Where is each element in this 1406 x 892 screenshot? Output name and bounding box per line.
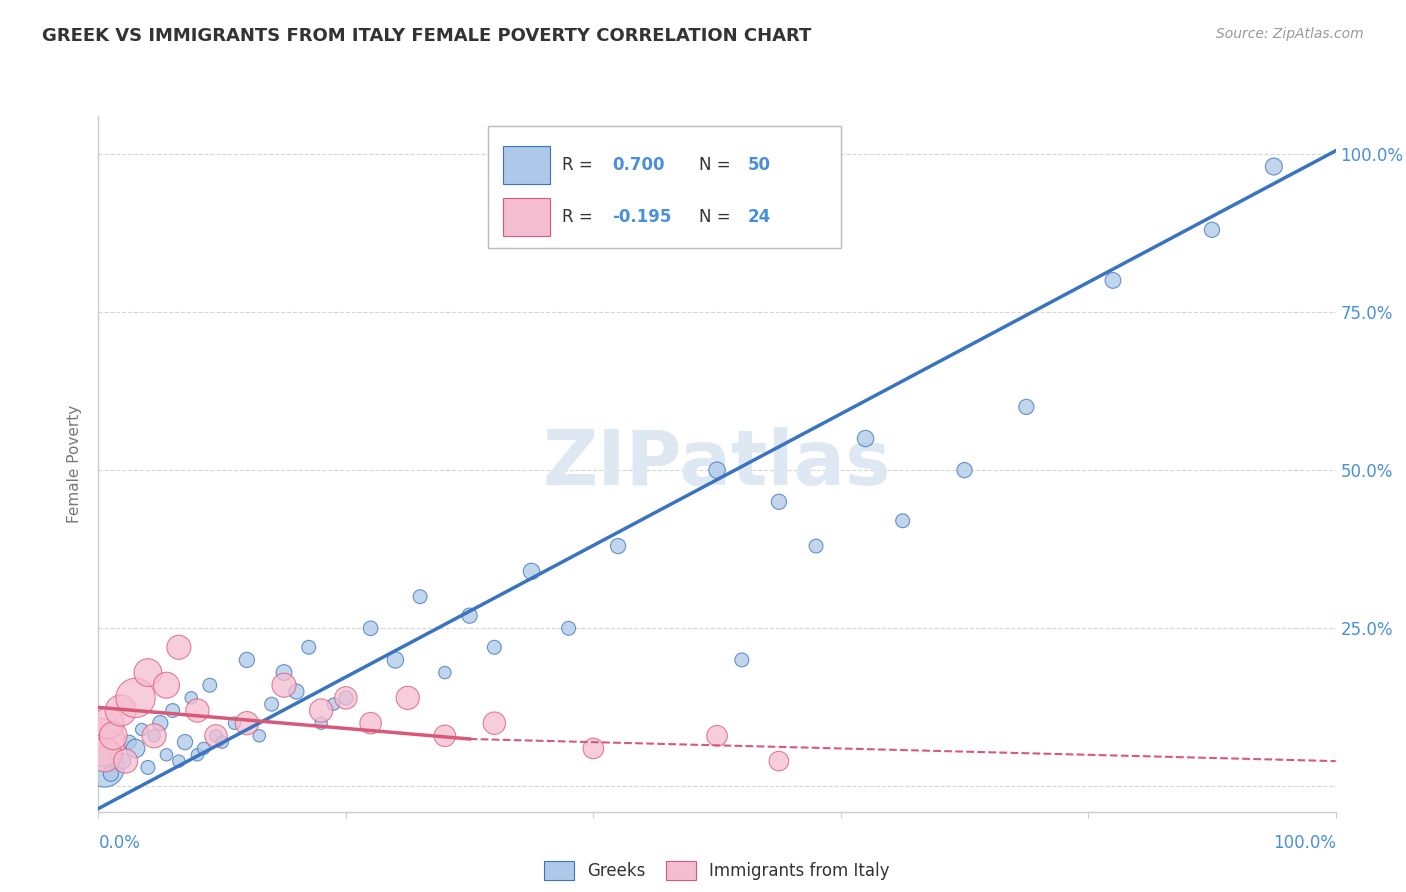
Point — [520, 565, 543, 579]
Point — [174, 735, 197, 749]
Text: 0.700: 0.700 — [612, 156, 665, 174]
Point — [433, 665, 456, 680]
Point — [162, 704, 184, 718]
Text: N =: N = — [699, 156, 735, 174]
Point — [186, 704, 208, 718]
Point — [285, 684, 308, 698]
Point — [484, 640, 506, 655]
Point — [706, 463, 728, 477]
Point — [103, 729, 125, 743]
Point — [124, 690, 146, 705]
Point — [433, 729, 456, 743]
Text: R =: R = — [562, 156, 599, 174]
Point — [804, 539, 827, 553]
Point — [236, 653, 259, 667]
Point — [143, 729, 166, 743]
Text: 100.0%: 100.0% — [1272, 834, 1336, 852]
Point — [607, 539, 630, 553]
Point — [557, 621, 579, 635]
FancyBboxPatch shape — [503, 145, 550, 184]
Point — [582, 741, 605, 756]
Point — [396, 690, 419, 705]
Point — [105, 747, 128, 762]
Point — [198, 678, 221, 692]
Text: 0.0%: 0.0% — [98, 834, 141, 852]
Point — [193, 741, 215, 756]
Point — [93, 747, 115, 762]
Point — [1263, 160, 1285, 174]
Point — [260, 697, 283, 711]
Point — [167, 754, 190, 768]
Point — [360, 716, 382, 731]
Point — [110, 704, 132, 718]
Point — [247, 729, 270, 743]
Point — [768, 754, 790, 768]
Point — [731, 653, 754, 667]
Point — [706, 729, 728, 743]
Point — [180, 690, 202, 705]
Point — [309, 704, 332, 718]
Point — [384, 653, 406, 667]
Point — [1102, 273, 1125, 287]
Y-axis label: Female Poverty: Female Poverty — [67, 405, 83, 523]
Point — [155, 678, 177, 692]
Point — [458, 608, 481, 623]
Point — [273, 665, 295, 680]
Text: 24: 24 — [748, 208, 772, 226]
Point — [322, 697, 344, 711]
Text: GREEK VS IMMIGRANTS FROM ITALY FEMALE POVERTY CORRELATION CHART: GREEK VS IMMIGRANTS FROM ITALY FEMALE PO… — [42, 27, 811, 45]
Point — [484, 716, 506, 731]
Point — [136, 760, 159, 774]
Point — [100, 766, 122, 780]
Point — [143, 729, 166, 743]
Text: R =: R = — [562, 208, 599, 226]
Point — [90, 735, 112, 749]
Point — [236, 716, 259, 731]
Point — [273, 678, 295, 692]
Point — [114, 754, 136, 768]
Point — [131, 723, 153, 737]
Point — [855, 432, 877, 446]
FancyBboxPatch shape — [488, 127, 841, 248]
Point — [93, 760, 115, 774]
Point — [1015, 400, 1038, 414]
Point — [335, 690, 357, 705]
Point — [205, 729, 228, 743]
Text: N =: N = — [699, 208, 735, 226]
Point — [953, 463, 976, 477]
Point — [409, 590, 432, 604]
FancyBboxPatch shape — [503, 198, 550, 236]
Point — [167, 640, 190, 655]
Point — [224, 716, 246, 731]
Text: ZIPatlas: ZIPatlas — [543, 427, 891, 500]
Text: Source: ZipAtlas.com: Source: ZipAtlas.com — [1216, 27, 1364, 41]
Point — [891, 514, 914, 528]
Point — [155, 747, 177, 762]
Point — [124, 741, 146, 756]
Point — [136, 665, 159, 680]
Point — [186, 747, 208, 762]
Point — [335, 690, 357, 705]
Text: -0.195: -0.195 — [612, 208, 671, 226]
Point — [112, 754, 135, 768]
Point — [768, 495, 790, 509]
Legend: Greeks, Immigrants from Italy: Greeks, Immigrants from Italy — [537, 855, 897, 887]
Point — [360, 621, 382, 635]
Point — [1201, 223, 1223, 237]
Text: 50: 50 — [748, 156, 770, 174]
Point — [298, 640, 321, 655]
Point — [149, 716, 172, 731]
Point — [97, 716, 120, 731]
Point — [205, 729, 228, 743]
Point — [309, 716, 332, 731]
Point — [211, 735, 233, 749]
Point — [118, 735, 141, 749]
